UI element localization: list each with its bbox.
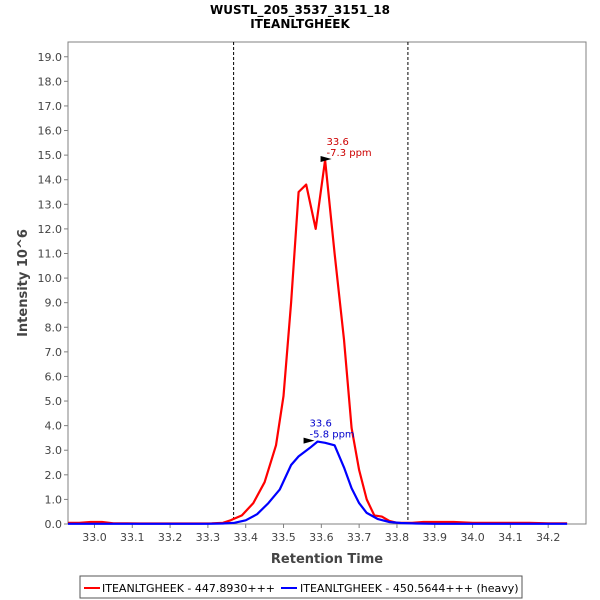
y-tick-label: 12.0 [38, 223, 63, 236]
y-tick-label: 19.0 [38, 51, 63, 64]
peak-retention-label: 33.6 [327, 137, 349, 148]
y-tick-label: 10.0 [38, 272, 63, 285]
x-tick-label: 34.0 [460, 531, 485, 544]
legend-label-light: ITEANLTGHEEK - 447.8930+++ [102, 582, 275, 595]
y-axis: 0.0 1.0 2.0 3.0 4.0 5.0 6.0 7.0 8.0 9.0 10.0 11.0 12… [38, 51, 68, 531]
y-tick-label: 11.0 [38, 247, 63, 260]
x-tick-label: 33.7 [347, 531, 372, 544]
y-axis-label: Intensity 10^6 [16, 229, 31, 337]
y-tick-label: 14.0 [38, 174, 63, 187]
plot-area [67, 41, 587, 525]
x-axis-label: Retention Time [271, 552, 383, 567]
y-tick-label: 4.0 [45, 420, 63, 433]
peak-apex-marker [320, 156, 332, 163]
x-tick-label: 33.3 [196, 531, 221, 544]
y-tick-label: 13.0 [38, 198, 63, 211]
x-tick-label: 33.4 [233, 531, 258, 544]
chart-subtitle: ITEANLTGHEEK [250, 17, 350, 31]
y-tick-label: 6.0 [45, 370, 63, 383]
chart-title: WUSTL_205_3537_3151_18 [210, 3, 390, 18]
legend-box [79, 575, 523, 599]
y-tick-label: 9.0 [45, 297, 63, 310]
y-tick-label: 5.0 [45, 395, 63, 408]
peak-apex-marker [303, 437, 315, 444]
y-tick-label: 8.0 [45, 321, 63, 334]
peak-retention-label: 33.6 [310, 419, 332, 430]
x-tick-label: 33.0 [82, 531, 107, 544]
x-tick-label: 33.5 [271, 531, 296, 544]
y-tick-label: 17.0 [38, 100, 63, 113]
y-tick-label: 2.0 [45, 469, 63, 482]
x-tick-label: 33.9 [423, 531, 448, 544]
x-tick-label: 33.6 [309, 531, 334, 544]
y-tick-label: 0.0 [45, 518, 63, 531]
y-tick-label: 16.0 [38, 125, 63, 138]
integration-boundaries [233, 42, 409, 524]
series-lines [68, 158, 568, 525]
y-tick-label: 3.0 [45, 444, 63, 457]
x-tick-label: 34.1 [498, 531, 523, 544]
y-tick-label: 1.0 [45, 493, 63, 506]
peak-ppm-label: -7.3 ppm [327, 148, 372, 159]
legend-label-heavy: ITEANLTGHEEK - 450.5644+++ (heavy) [300, 582, 519, 595]
x-tick-label: 33.8 [385, 531, 410, 544]
peak-ppm-label: -5.8 ppm [310, 430, 355, 441]
y-tick-label: 18.0 [38, 75, 63, 88]
series-line-heavy [68, 440, 568, 525]
y-tick-label: 15.0 [38, 149, 63, 162]
x-axis: 33.0 33.1 33.2 33.3 33.4 33.5 33.6 33.7 33.8 33.9… [82, 524, 560, 544]
y-tick-label: 7.0 [45, 346, 63, 359]
x-tick-label: 34.2 [536, 531, 561, 544]
x-tick-label: 33.1 [120, 531, 145, 544]
x-tick-label: 33.2 [158, 531, 183, 544]
